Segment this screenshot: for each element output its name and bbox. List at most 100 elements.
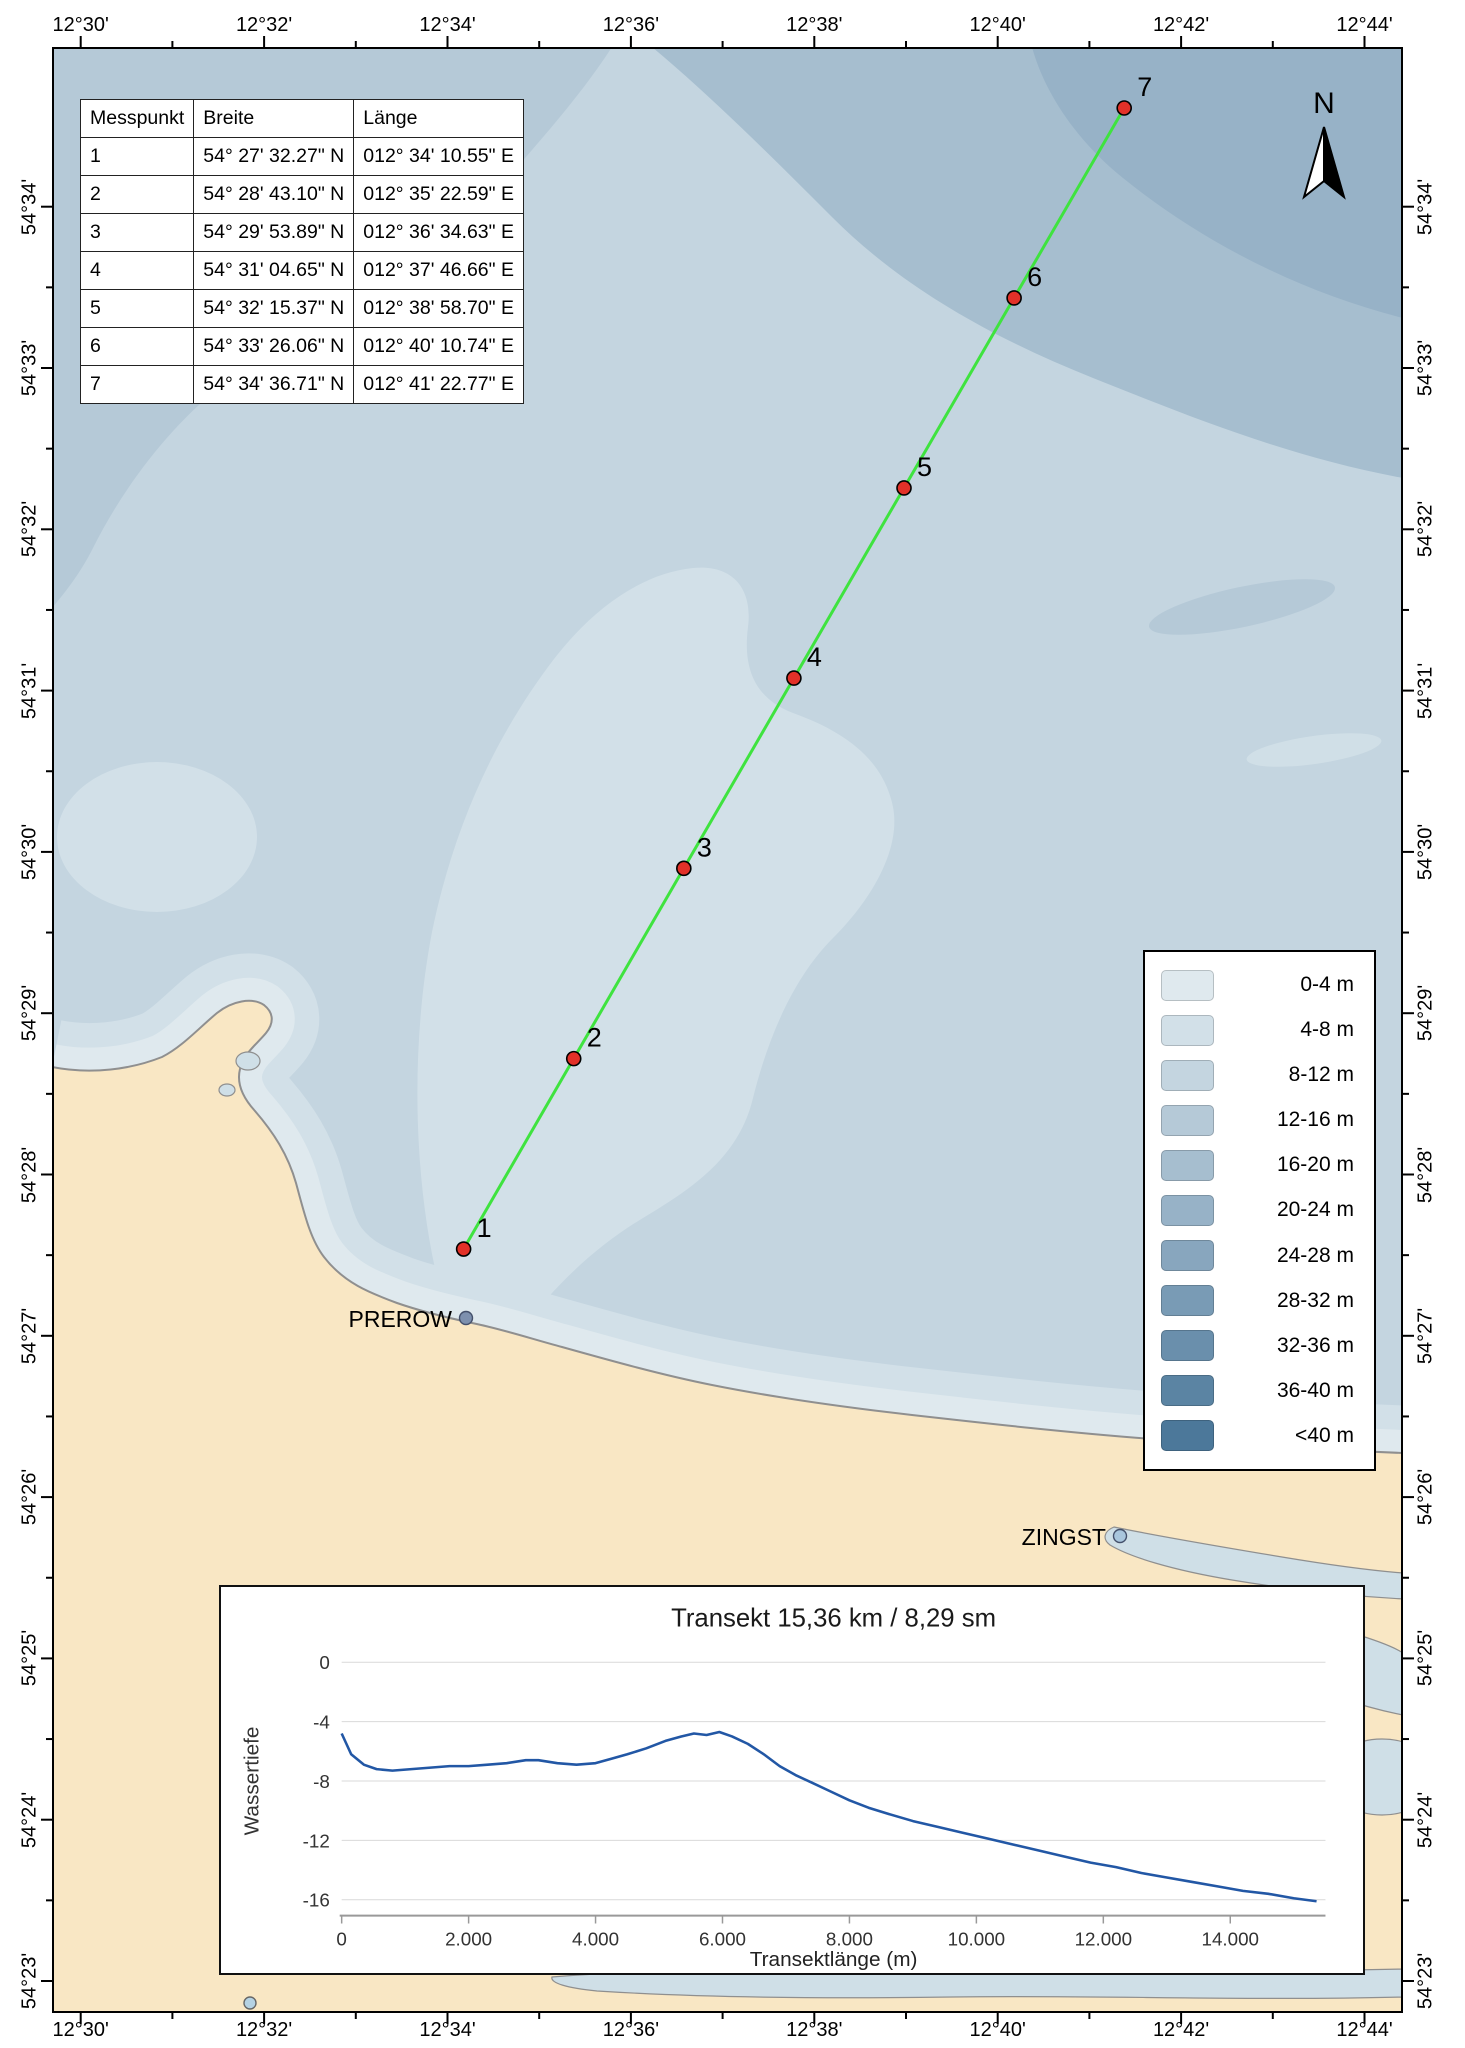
lat-label: 54°24'	[18, 1791, 41, 1848]
legend-swatch-icon	[1161, 1240, 1214, 1272]
table-row: 5 54° 32' 15.37" N 012° 38' 58.70" E	[79, 289, 524, 328]
transect-point-2	[565, 1050, 582, 1067]
lat-label: 54°33'	[18, 339, 41, 397]
profile-xtick-label: 2.000	[445, 1928, 492, 1949]
profile-xtick-label: 10.000	[948, 1928, 1006, 1949]
transect-point-4	[786, 670, 802, 686]
transect-point-label: 3	[697, 832, 712, 862]
lat-label: 54°28'	[1414, 1146, 1437, 1203]
legend-row: 24-28 m	[1161, 1235, 1358, 1277]
lat-label: 54°32'	[1414, 501, 1437, 558]
transect-point-label: 4	[807, 642, 822, 672]
table-row: 1 54° 27' 32.27" N 012° 34' 10.55" E	[79, 137, 524, 176]
table-cell: 012° 40' 10.74" E	[353, 327, 524, 366]
transect-point-1	[455, 1241, 472, 1257]
legend-row: 0-4 m	[1161, 964, 1358, 1006]
legend-label: 28-32 m	[1276, 1288, 1354, 1312]
lon-label: 12°42'	[1152, 2019, 1210, 2041]
profile-ylabel: Wassertiefe	[241, 1727, 264, 1836]
lon-label: 12°36'	[602, 14, 660, 36]
table-cell: 012° 36' 34.63" E	[353, 213, 524, 252]
table-cell: 012° 35' 22.59" E	[353, 175, 524, 214]
shallow-lobe-4-8m	[417, 567, 895, 1328]
lat-label: 54°33'	[1414, 339, 1437, 397]
shallow-patch-icon	[1246, 733, 1382, 767]
table-header-row: Messpunkt Breite Länge	[79, 99, 524, 138]
transect-layer: 1 2 3 4 5 6 7	[455, 72, 1152, 1257]
legend-swatch-icon	[1161, 1285, 1214, 1317]
shallow-west-of-cape	[57, 762, 257, 912]
table-cell: 5	[79, 289, 195, 328]
table-cell: 54° 32' 15.37" N	[193, 289, 355, 328]
profile-chart: Transekt 15,36 km / 8,29 sm 0 -4 -8 -12 -16 0 2…	[241, 1605, 1326, 1971]
legend-row: 36-40 m	[1161, 1370, 1358, 1412]
table-cell: 2	[79, 175, 195, 214]
table-cell: 54° 28' 43.10" N	[193, 175, 355, 214]
transect-point-7	[1116, 100, 1133, 116]
profile-xtick-label: 14.000	[1202, 1928, 1260, 1949]
legend-label: 20-24 m	[1276, 1198, 1354, 1222]
profile-xtick-label: 12.000	[1075, 1928, 1133, 1949]
legend-label: 24-28 m	[1276, 1243, 1354, 1267]
table-cell: 54° 27' 32.27" N	[193, 137, 355, 176]
legend-swatch-icon	[1161, 1014, 1214, 1046]
profile-xtick-label: 4.000	[572, 1928, 619, 1949]
table-row: 4 54° 31' 04.65" N 012° 37' 46.66" E	[79, 251, 524, 290]
legend-swatch-icon	[1161, 1149, 1214, 1181]
lon-label: 12°34'	[419, 2019, 476, 2041]
town-markers: PREROW ZINGST	[243, 1306, 1128, 2010]
lat-label: 54°34'	[18, 178, 41, 235]
cape-lagoon	[235, 1051, 261, 1071]
table-cell: 54° 34' 36.71" N	[193, 365, 355, 404]
table-cell: 012° 37' 46.66" E	[353, 251, 524, 290]
legend-row: 28-32 m	[1161, 1280, 1358, 1322]
lon-label: 12°40'	[969, 14, 1026, 36]
legend-swatch-icon	[1161, 1059, 1214, 1091]
legend-row: 8-12 m	[1161, 1054, 1358, 1096]
lon-label: 12°34'	[419, 14, 476, 36]
lat-label: 54°28'	[18, 1146, 41, 1203]
town-label-prerow: PREROW	[349, 1306, 453, 1332]
lat-label: 54°23'	[1414, 1952, 1437, 2010]
lon-label: 12°30'	[52, 14, 109, 36]
table-cell: 54° 29' 53.89" N	[193, 213, 355, 252]
legend-swatch-icon	[1161, 1375, 1214, 1407]
town-dot	[243, 1996, 257, 2010]
table-row: 3 54° 29' 53.89" N 012° 36' 34.63" E	[79, 213, 524, 252]
transect-point-label: 2	[587, 1023, 602, 1053]
legend-row: <40 m	[1161, 1415, 1358, 1457]
town-dot-zingst	[1112, 1528, 1128, 1544]
table-cell: 6	[79, 327, 195, 366]
profile-xlabel: Transektlänge (m)	[750, 1948, 918, 1971]
legend-label: 4-8 m	[1300, 1018, 1354, 1042]
legend-row: 4-8 m	[1161, 1009, 1358, 1051]
cape-pond	[218, 1083, 236, 1097]
table-cell: 012° 34' 10.55" E	[353, 137, 524, 176]
north-arrow-icon	[1323, 126, 1346, 200]
table-cell: 7	[79, 365, 195, 404]
north-arrow: N	[1302, 87, 1346, 200]
transect-point-6	[1006, 290, 1022, 306]
lon-label: 12°40'	[969, 2019, 1026, 2041]
lon-label: 12°32'	[235, 14, 293, 36]
coastline	[52, 999, 1403, 1454]
lat-label: 54°25'	[18, 1630, 41, 1687]
legend-label: <40 m	[1295, 1423, 1354, 1447]
table-header-cell: Breite	[193, 99, 355, 138]
transect-point-label: 1	[477, 1213, 492, 1243]
profile-ytick-label: -12	[303, 1830, 330, 1851]
transect-point-label: 5	[917, 452, 932, 482]
table-row: 7 54° 34' 36.71" N 012° 41' 22.77" E	[79, 365, 524, 404]
table-cell: 012° 38' 58.70" E	[353, 289, 524, 328]
lat-label: 54°24'	[1414, 1791, 1437, 1848]
table-row: 6 54° 33' 26.06" N 012° 40' 10.74" E	[79, 327, 524, 366]
lat-label: 54°30'	[18, 823, 41, 881]
measurement-points-table: Messpunkt Breite Länge 1 54° 27' 32.27" N 01…	[79, 99, 524, 404]
legend-label: 16-20 m	[1276, 1153, 1354, 1177]
profile-ytick-label: -8	[313, 1771, 330, 1792]
legend-row: 20-24 m	[1161, 1189, 1358, 1231]
profile-ytick-label: 0	[319, 1652, 329, 1673]
profile-title: Transekt 15,36 km / 8,29 sm	[671, 1605, 996, 1633]
legend-row: 32-36 m	[1161, 1325, 1358, 1367]
legend-swatch-icon	[1161, 1330, 1214, 1362]
